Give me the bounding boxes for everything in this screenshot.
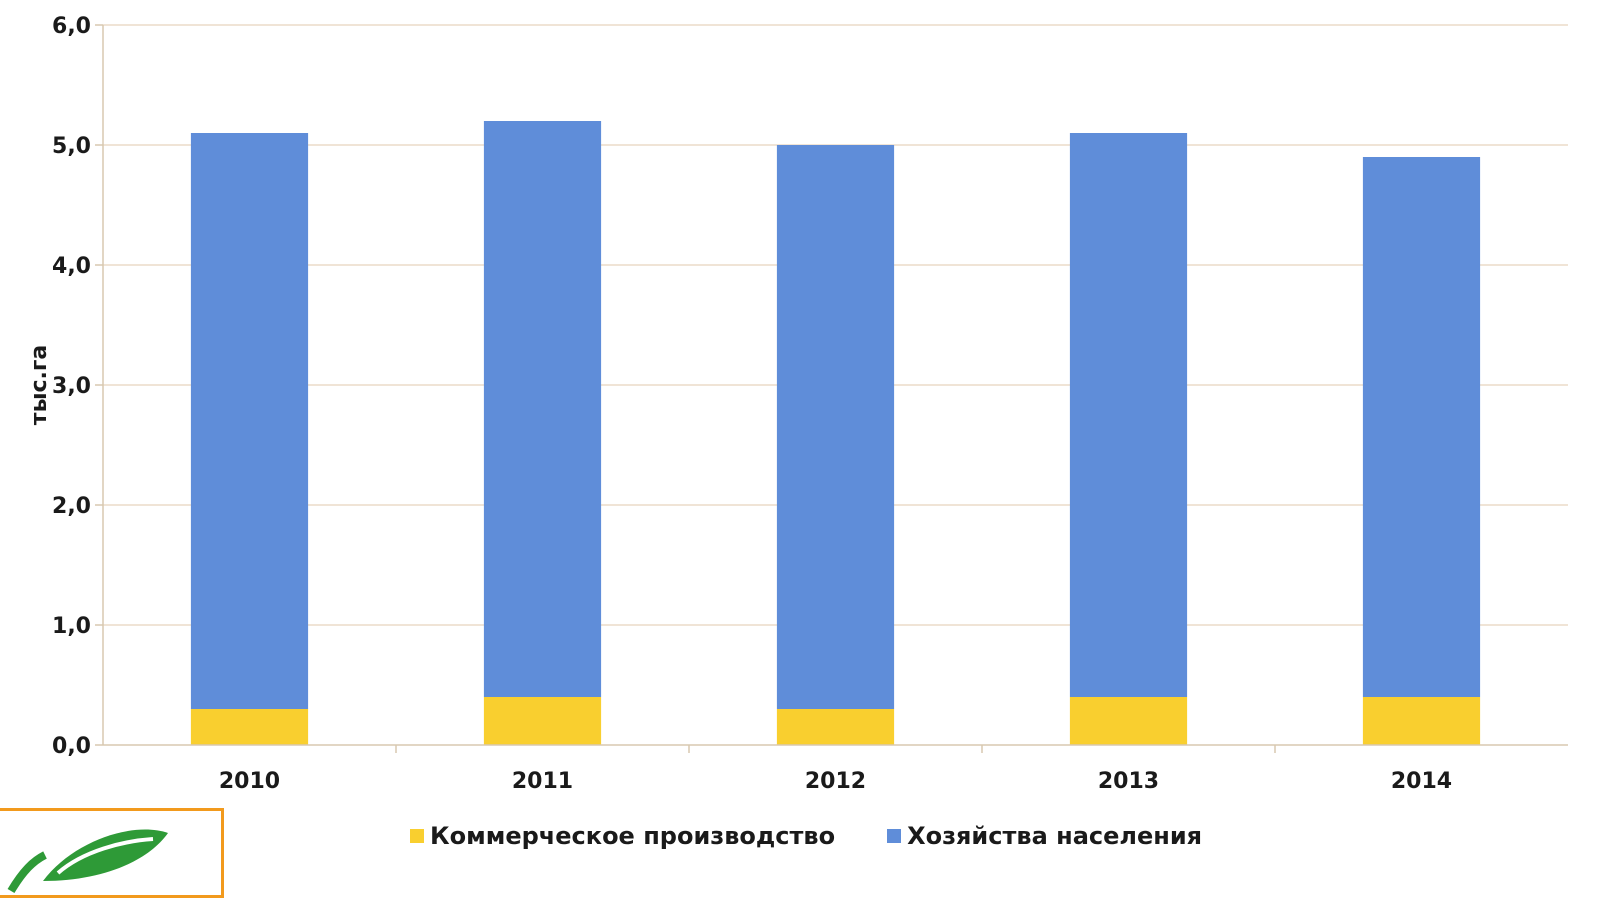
bar-commercial bbox=[1362, 697, 1481, 745]
y-tick-label: 3,0 bbox=[52, 374, 91, 399]
x-tick-label: 2012 bbox=[805, 769, 866, 794]
logo bbox=[0, 808, 224, 898]
bars bbox=[190, 121, 1481, 745]
bar-commercial bbox=[776, 709, 895, 745]
chart-area: 0,0 1,0 2,0 3,0 4,0 5,0 6,0 2010 2011 2012 2013 201… bbox=[27, 14, 1568, 794]
x-tick-label: 2011 bbox=[512, 769, 573, 794]
legend-swatch-commercial bbox=[410, 829, 424, 843]
bar-households bbox=[483, 121, 602, 697]
x-tick-label: 2010 bbox=[219, 769, 280, 794]
legend: Коммерческое производство Хозяйства насе… bbox=[410, 822, 1254, 850]
bar-households bbox=[190, 133, 309, 709]
y-tick-label: 4,0 bbox=[52, 254, 91, 279]
bar-households bbox=[1362, 157, 1481, 697]
bar-households bbox=[776, 145, 895, 709]
bar-households bbox=[1069, 133, 1188, 697]
legend-label-households: Хозяйства населения bbox=[907, 822, 1203, 850]
y-axis-label: тыс.га bbox=[27, 345, 52, 425]
y-tick-label: 1,0 bbox=[52, 614, 91, 639]
bar-commercial bbox=[190, 709, 309, 745]
y-tick-label: 2,0 bbox=[52, 494, 91, 519]
axes: 0,0 1,0 2,0 3,0 4,0 5,0 6,0 2010 2011 2012 2013 201… bbox=[52, 14, 1568, 794]
x-tick-label: 2013 bbox=[1098, 769, 1159, 794]
stacked-bar-chart: 0,0 1,0 2,0 3,0 4,0 5,0 6,0 2010 2011 2012 2013 201… bbox=[27, 14, 1568, 794]
y-tick-label: 6,0 bbox=[52, 14, 91, 39]
legend-label-commercial: Коммерческое производство bbox=[430, 822, 836, 850]
y-tick-label: 0,0 bbox=[52, 734, 91, 759]
bar-commercial bbox=[1069, 697, 1188, 745]
bar-commercial bbox=[483, 697, 602, 745]
leaf-icon bbox=[7, 829, 168, 894]
legend-item-households: Хозяйства населения bbox=[887, 822, 1202, 850]
x-tick-label: 2014 bbox=[1391, 769, 1452, 794]
legend-swatch-households bbox=[887, 829, 902, 843]
y-tick-label: 5,0 bbox=[52, 134, 91, 159]
legend-item-commercial: Коммерческое производство bbox=[410, 822, 835, 850]
